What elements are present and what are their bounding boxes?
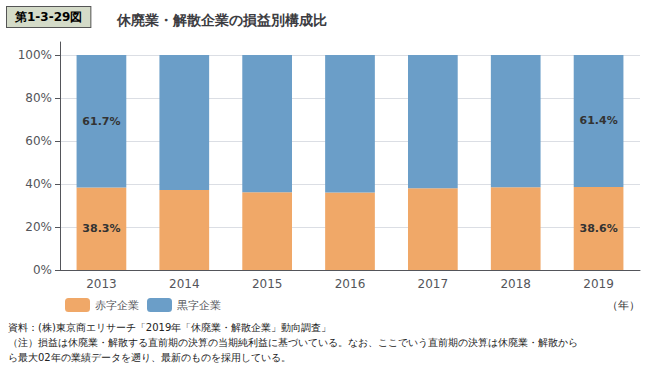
svg-text:2015: 2015 [252, 277, 283, 291]
svg-text:第1-3-29図: 第1-3-29図 [14, 10, 82, 24]
svg-text:2014: 2014 [169, 277, 200, 291]
svg-text:38.3%: 38.3% [82, 222, 120, 235]
svg-text:100%: 100% [18, 48, 52, 62]
svg-text:資料：(株)東京商エリサーチ「2019年「休廃業・解散企業」: 資料：(株)東京商エリサーチ「2019年「休廃業・解散企業」動向調査」 [8, 322, 331, 333]
svg-text:ら最大02年の業績データを遡り、最新のものを採用している。: ら最大02年の業績データを遡り、最新のものを採用している。 [8, 352, 291, 363]
svg-text:（注）損益は休廃業・解散する直前期の決算の当期純利益に基づい: （注）損益は休廃業・解散する直前期の決算の当期純利益に基づいている。なお、ここで… [8, 337, 578, 348]
svg-text:40%: 40% [25, 177, 52, 191]
svg-text:80%: 80% [25, 91, 52, 105]
svg-text:黒字企業: 黒字企業 [177, 299, 221, 312]
svg-text:赤字企業: 赤字企業 [95, 299, 139, 312]
svg-text:2017: 2017 [418, 277, 449, 291]
svg-text:38.6%: 38.6% [579, 222, 617, 235]
svg-text:2019: 2019 [583, 277, 614, 291]
svg-text:（年）: （年） [607, 299, 640, 312]
svg-text:61.4%: 61.4% [579, 114, 617, 127]
svg-text:休廃業・解散企業の損益別構成比: 休廃業・解散企業の損益別構成比 [116, 12, 327, 28]
svg-text:2016: 2016 [335, 277, 366, 291]
svg-text:0%: 0% [33, 263, 52, 277]
svg-text:60%: 60% [25, 134, 52, 148]
svg-text:2018: 2018 [500, 277, 531, 291]
svg-text:2013: 2013 [86, 277, 117, 291]
svg-text:20%: 20% [25, 220, 52, 234]
svg-text:61.7%: 61.7% [82, 115, 120, 128]
